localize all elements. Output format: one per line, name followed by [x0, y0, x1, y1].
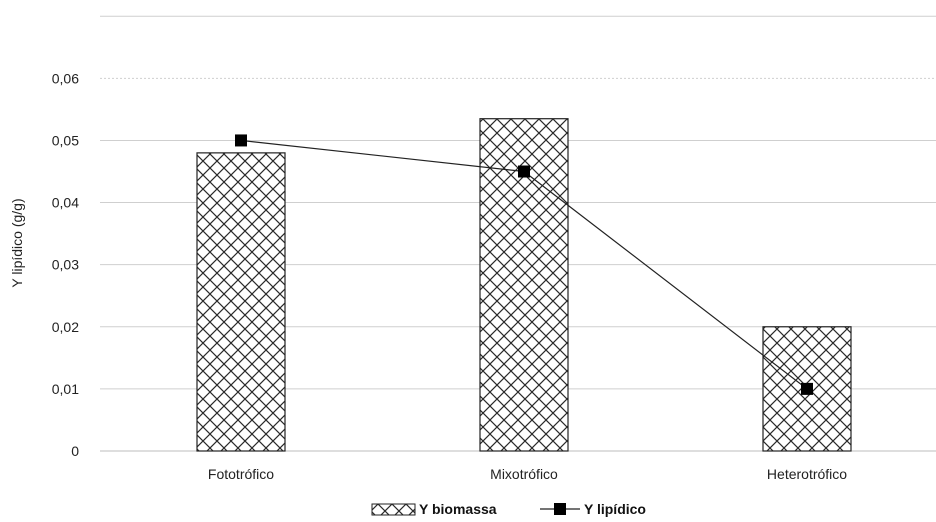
- y-tick-label: 0,02: [52, 319, 79, 335]
- y-tick-label: 0,01: [52, 381, 79, 397]
- x-category-label: Fototrófico: [208, 466, 274, 482]
- legend-swatch-bars: [371, 503, 416, 516]
- legend-label: Y biomassa: [419, 501, 497, 517]
- line-marker: [235, 134, 247, 147]
- y-axis-tick-labels: 0 0,01 0,02 0,03 0,04 0,05 0,06: [52, 70, 79, 459]
- y-tick-label: 0,05: [52, 132, 79, 148]
- x-axis-category-labels: Fototrófico Mixotrófico Heterotrófico: [208, 466, 847, 482]
- y-tick-label: 0,04: [52, 195, 79, 211]
- legend-swatch-marker: [554, 503, 566, 515]
- bar: [196, 152, 286, 452]
- x-category-label: Mixotrófico: [490, 466, 558, 482]
- line-marker: [518, 165, 530, 178]
- y-tick-label: 0,06: [52, 70, 79, 86]
- y-axis-title: Y lipídico (g/g): [9, 198, 25, 287]
- x-category-label: Heterotrófico: [767, 466, 847, 482]
- legend: Y biomassa Y lipídico: [371, 501, 646, 517]
- line-marker: [801, 382, 813, 395]
- y-tick-label: 0,03: [52, 257, 79, 273]
- legend-label: Y lipídico: [584, 501, 646, 517]
- line-series: [235, 134, 813, 395]
- y-tick-label: 0: [71, 443, 79, 459]
